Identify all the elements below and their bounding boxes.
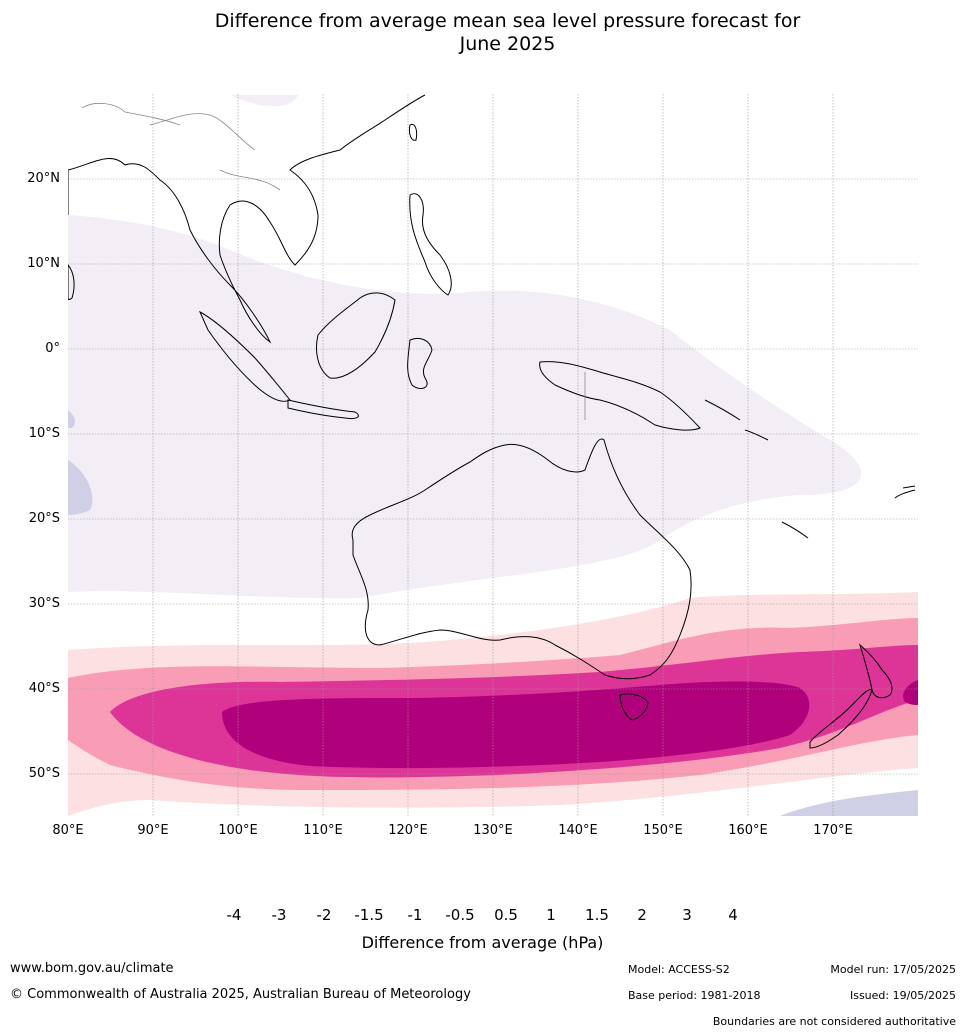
copyright-text: © Commonwealth of Australia 2025, Austra… — [10, 987, 471, 1002]
lat-label-0: 0° — [45, 341, 60, 356]
new-caledonia — [781, 521, 809, 539]
colorbar-tick: -2 — [316, 906, 332, 924]
lon-label-160e: 160°E — [728, 823, 768, 838]
java-coastline — [287, 399, 359, 419]
title-line-2: June 2025 — [459, 33, 556, 55]
colorbar-tick: -1.5 — [354, 906, 384, 924]
issued-date: Issued: 19/05/2025 — [849, 989, 956, 1002]
new-guinea-coastline — [539, 361, 701, 431]
colorbar-tick: -4 — [226, 906, 242, 924]
anomaly-band-2-3 — [222, 681, 810, 769]
borneo-coastline — [316, 292, 396, 379]
model-run-date: Model run: 17/05/2025 — [830, 963, 956, 976]
new-zealand-north-island — [859, 643, 893, 699]
taiwan-coastline — [409, 123, 418, 141]
sulawesi-coastline — [407, 337, 433, 389]
colorbar-tick: -0.5 — [445, 906, 475, 924]
sri-lanka-coastline — [68, 264, 75, 300]
lon-label-100e: 100°E — [218, 823, 258, 838]
fiji-islands — [894, 485, 916, 499]
lat-label-30s: 30°S — [28, 596, 60, 611]
pressure-anomaly-map — [68, 94, 918, 816]
lat-label-20n: 20°N — [27, 171, 60, 186]
lat-label-20s: 20°S — [28, 511, 60, 526]
colorbar-tick: -1 — [407, 906, 423, 924]
anomaly-region-mid-negative-2 — [68, 410, 75, 428]
lon-label-80e: 80°E — [52, 823, 84, 838]
colorbar-tick: 4 — [728, 906, 738, 924]
lon-label-130e: 130°E — [473, 823, 513, 838]
coastlines — [68, 94, 916, 749]
anomaly-region-light-negative-2 — [230, 95, 298, 107]
country-borders — [81, 102, 586, 420]
lon-label-150e: 150°E — [643, 823, 683, 838]
anomaly-band-2-3-east — [903, 680, 918, 705]
website-link[interactable]: www.bom.gov.au/climate — [10, 961, 174, 976]
model-name: Model: ACCESS-S2 — [628, 963, 730, 976]
lat-label-40s: 40°S — [28, 681, 60, 696]
colorbar-tick: -3 — [271, 906, 287, 924]
boundaries-disclaimer: Boundaries are not considered authoritat… — [712, 1015, 956, 1028]
anomaly-region-mid-negative — [68, 460, 93, 515]
tasmania-coastline — [619, 693, 649, 721]
lat-label-10n: 10°N — [27, 256, 60, 271]
solomon-islands — [704, 399, 769, 441]
asia-coastline — [68, 94, 426, 344]
lon-label-170e: 170°E — [813, 823, 853, 838]
colorbar-tick: 1.5 — [585, 906, 609, 924]
colorbar-tick: 0.5 — [494, 906, 518, 924]
title-line-1: Difference from average mean sea level p… — [214, 10, 801, 32]
colorbar-tick: 2 — [637, 906, 647, 924]
lat-label-10s: 10°S — [28, 426, 60, 441]
graticule — [68, 94, 918, 816]
lon-label-120e: 120°E — [388, 823, 428, 838]
colorbar-tick: 1 — [546, 906, 556, 924]
australia-coastline — [351, 438, 692, 680]
base-period: Base period: 1981-2018 — [628, 989, 761, 1002]
anomaly-region-southeast-negative — [780, 790, 918, 816]
lon-label-90e: 90°E — [137, 823, 169, 838]
lat-label-50s: 50°S — [28, 766, 60, 781]
philippines-coastline — [409, 193, 452, 296]
lon-label-140e: 140°E — [558, 823, 598, 838]
chart-title: Difference from average mean sea level p… — [0, 10, 965, 56]
colorbar-tick: 3 — [682, 906, 692, 924]
lon-label-110e: 110°E — [303, 823, 343, 838]
colorbar-label: Difference from average (hPa) — [361, 933, 604, 952]
